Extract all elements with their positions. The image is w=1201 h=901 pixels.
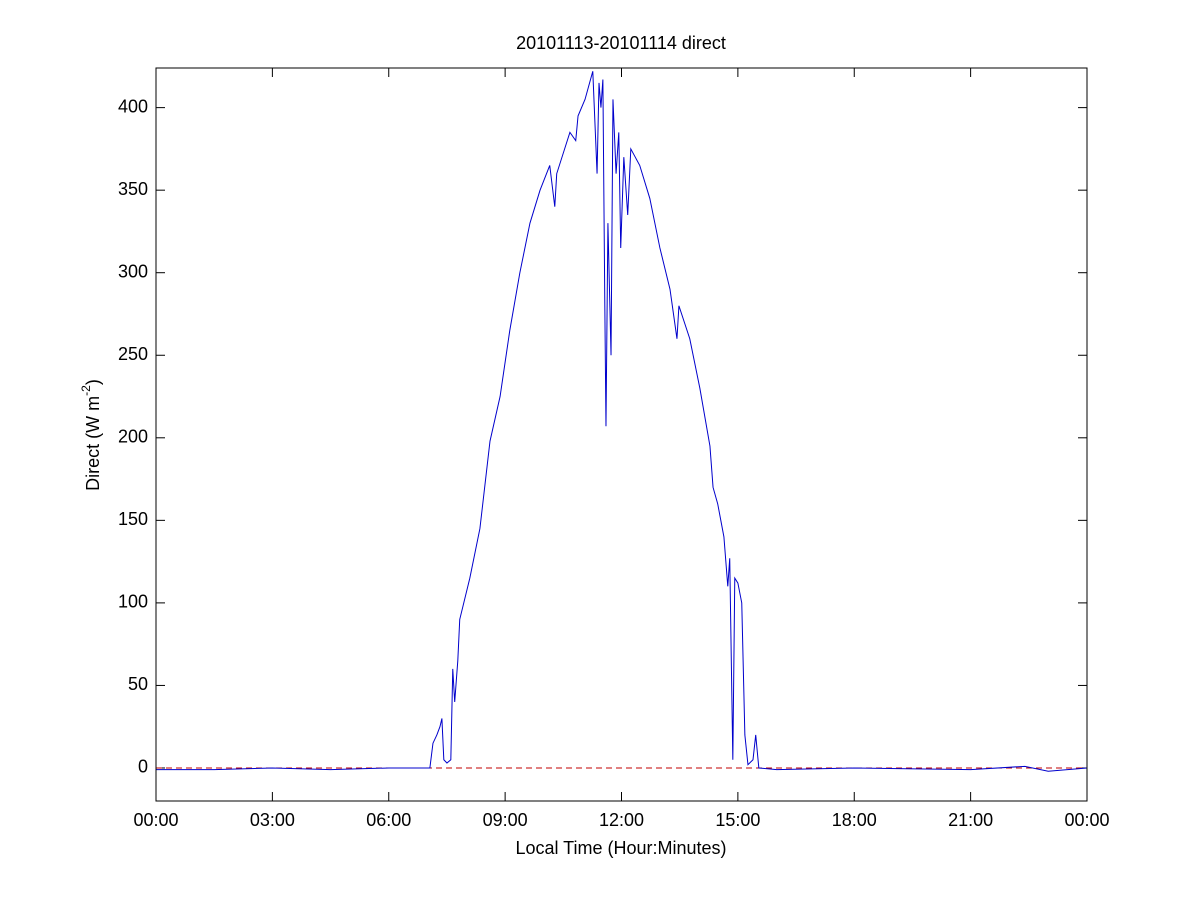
chart-title: 20101113-20101114 direct xyxy=(516,33,726,53)
x-tick-label: 15:00 xyxy=(715,810,760,830)
data-line xyxy=(156,71,1088,772)
y-axis-label-text: Direct (W m xyxy=(83,396,103,491)
y-tick-label: 0 xyxy=(138,757,148,777)
x-axis-label: Local Time (Hour:Minutes) xyxy=(515,838,726,858)
x-tick-label: 00:00 xyxy=(133,810,178,830)
y-tick-label: 50 xyxy=(128,674,148,694)
x-tick-label: 00:00 xyxy=(1064,810,1109,830)
plot-frame xyxy=(155,67,1088,802)
y-axis-label-suffix: ) xyxy=(83,379,103,385)
x-tick-label: 21:00 xyxy=(948,810,993,830)
x-tick-label: 06:00 xyxy=(366,810,411,830)
y-tick-label: 100 xyxy=(118,592,148,612)
y-tick-label: 250 xyxy=(118,344,148,364)
x-tick-label: 12:00 xyxy=(599,810,644,830)
y-tick-label: 150 xyxy=(118,509,148,529)
y-axis-label: Direct (W m-2) xyxy=(79,379,103,491)
y-axis-label-superscript: -2 xyxy=(79,385,93,396)
x-tick-label: 18:00 xyxy=(832,810,877,830)
y-tick-label: 200 xyxy=(118,427,148,447)
y-tick-label: 350 xyxy=(118,179,148,199)
y-tick-label: 300 xyxy=(118,261,148,281)
x-tick-label: 09:00 xyxy=(483,810,528,830)
y-tick-label: 400 xyxy=(118,96,148,116)
x-tick-label: 03:00 xyxy=(250,810,295,830)
